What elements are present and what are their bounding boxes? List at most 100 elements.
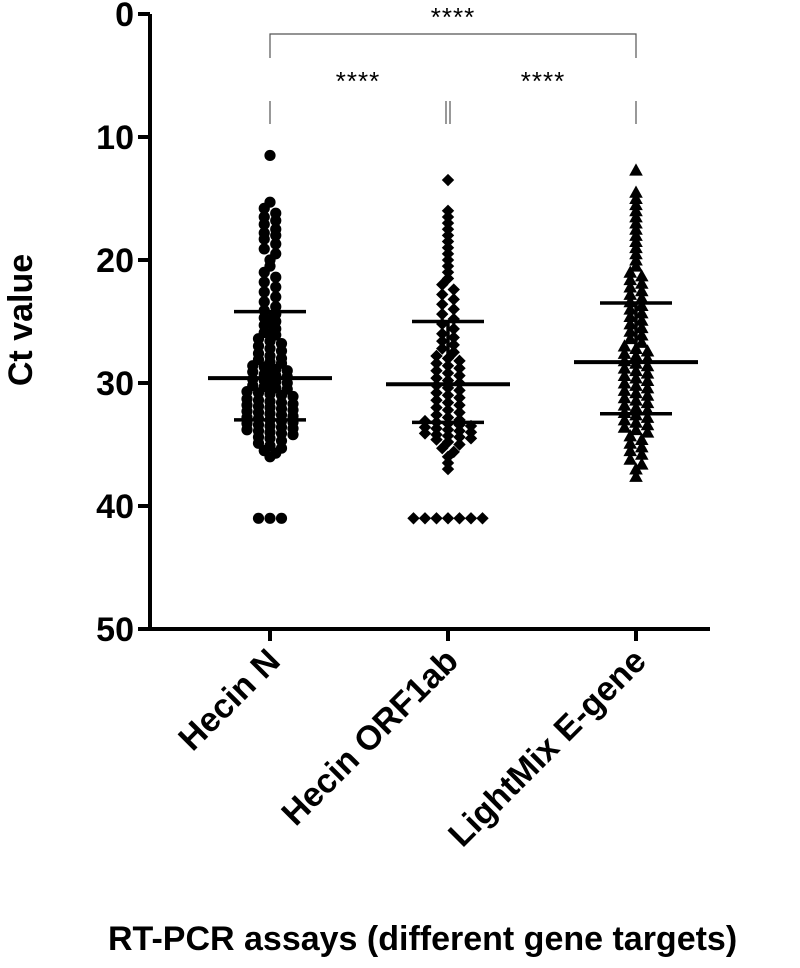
data-point-triangle (629, 222, 643, 235)
data-point-circle (270, 229, 282, 241)
data-point-triangle (617, 413, 632, 426)
significance-label: **** (521, 66, 565, 96)
data-point-circle (258, 243, 270, 255)
data-point-triangle (640, 418, 655, 431)
significance-bracket (269, 101, 447, 124)
data-point-triangle (640, 381, 655, 394)
data-point-diamond (453, 430, 466, 444)
data-point-triangle (629, 191, 643, 204)
data-point-triangle (623, 317, 638, 330)
y-tick-label: 40 (96, 488, 134, 526)
data-point-triangle (634, 320, 649, 334)
median-iqr-layer (208, 301, 698, 425)
data-point-triangle (640, 388, 655, 401)
data-point-triangle (623, 265, 638, 278)
y-tick-label: 30 (96, 365, 134, 403)
data-point-triangle (629, 204, 643, 217)
data-point-circle (264, 512, 276, 524)
data-point-triangle (629, 240, 643, 254)
data-point-triangle (640, 366, 655, 379)
data-point-diamond (436, 298, 449, 311)
data-point-diamond (436, 334, 449, 348)
significance-label: **** (336, 66, 380, 96)
data-point-diamond (430, 512, 443, 525)
data-point-diamond (441, 512, 455, 525)
significance-layer: **** **** **** (269, 2, 637, 124)
data-point-diamond (464, 432, 478, 445)
y-tick-label: 10 (96, 119, 134, 157)
data-point-triangle (634, 447, 649, 460)
data-point-diamond (418, 427, 432, 440)
data-point-triangle (623, 280, 638, 293)
data-point-circle (258, 218, 270, 230)
data-point-circle (275, 512, 288, 524)
data-point-circle (241, 424, 253, 436)
data-point-diamond (430, 401, 443, 414)
significance-bracket (449, 101, 637, 124)
data-point-triangle (629, 163, 643, 176)
data-point-triangle (623, 429, 638, 442)
x-category-label: Hecin ORF1ab (274, 642, 465, 833)
data-point-circle (264, 149, 276, 162)
data-point-triangle (629, 253, 643, 266)
y-tick-label: 0 (115, 0, 134, 34)
data-point-triangle (629, 197, 643, 211)
data-point-circle (270, 215, 282, 227)
data-point-triangle (629, 462, 643, 475)
data-point-diamond (453, 406, 466, 419)
data-point-diamond (447, 283, 460, 296)
data-point-diamond (453, 391, 466, 404)
data-point-triangle (617, 376, 632, 389)
x-category-label: Hecin N (171, 642, 287, 758)
x-axis-title: RT-PCR assays (different gene targets) (108, 920, 737, 958)
data-point-triangle (623, 302, 638, 315)
data-point-triangle (634, 306, 649, 319)
significance-label: **** (431, 2, 475, 32)
data-point-triangle (634, 440, 649, 453)
data-point-triangle (629, 247, 643, 260)
data-point-triangle (629, 234, 643, 247)
data-point-diamond (430, 371, 443, 385)
data-point-diamond (453, 354, 466, 368)
data-point-triangle (634, 291, 649, 304)
data-point-circle (252, 512, 265, 524)
y-tick-label: 20 (96, 242, 134, 280)
data-point-circle (270, 271, 282, 283)
data-point-diamond (453, 369, 466, 382)
data-point-diamond (430, 349, 443, 363)
data-point-triangle (617, 346, 632, 359)
data-point-triangle (634, 269, 649, 282)
data-point-triangle (617, 420, 632, 433)
data-point-circle (258, 202, 270, 214)
data-point-diamond (436, 307, 449, 321)
data-point-triangle (634, 298, 649, 311)
data-point-triangle (629, 216, 643, 229)
data-points-layer (241, 149, 655, 525)
data-point-triangle (617, 368, 632, 382)
data-point-triangle (617, 390, 632, 404)
data-point-diamond (441, 173, 455, 187)
data-point-triangle (640, 410, 655, 423)
data-point-circle (270, 238, 282, 250)
data-point-diamond (430, 357, 443, 370)
data-point-triangle (640, 358, 655, 372)
data-point-triangle (629, 422, 643, 436)
data-point-diamond (441, 462, 455, 476)
data-point-triangle (640, 395, 655, 409)
data-point-diamond (453, 398, 466, 412)
data-point-triangle (634, 328, 649, 341)
data-point-triangle (617, 361, 632, 374)
data-point-triangle (623, 309, 638, 323)
data-point-circle (264, 451, 276, 463)
data-point-triangle (617, 398, 632, 411)
data-point-circle (287, 429, 299, 441)
data-point-diamond (436, 288, 449, 301)
data-point-diamond (464, 512, 478, 525)
data-point-diamond (430, 433, 443, 446)
data-point-diamond (430, 386, 443, 400)
data-point-triangle (634, 313, 649, 326)
data-point-triangle (629, 469, 643, 482)
